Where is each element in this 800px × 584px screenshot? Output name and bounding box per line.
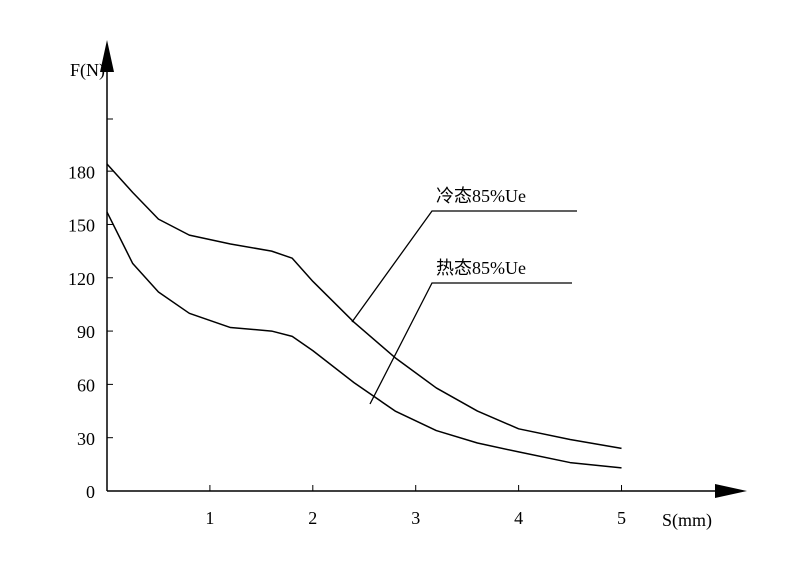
y-tick-label: 120 (68, 269, 95, 289)
y-tick-label: 30 (77, 429, 95, 449)
y-arrow (100, 40, 114, 72)
x-axis-label: S(mm) (662, 510, 712, 531)
line-series (106, 211, 622, 469)
x-arrow (715, 484, 747, 498)
series-label: 热态85%Ue (436, 258, 526, 278)
x-tick-label: 4 (514, 508, 523, 528)
y-tick-label: 60 (77, 376, 95, 396)
x-tick-label: 1 (205, 508, 214, 528)
line-series (106, 163, 622, 450)
x-tick-label: 5 (617, 508, 626, 528)
y-tick-label: 180 (68, 162, 95, 182)
y-tick-label: 0 (86, 482, 95, 502)
y-tick-label: 150 (68, 216, 95, 236)
y-axis-label: F(N) (70, 60, 105, 81)
x-tick-label: 3 (411, 508, 420, 528)
series-label: 冷态85%Ue (436, 186, 526, 206)
x-tick-label: 2 (308, 508, 317, 528)
leader-line (369, 282, 572, 405)
y-tick-label: 90 (77, 322, 95, 342)
leader-line (351, 210, 577, 323)
